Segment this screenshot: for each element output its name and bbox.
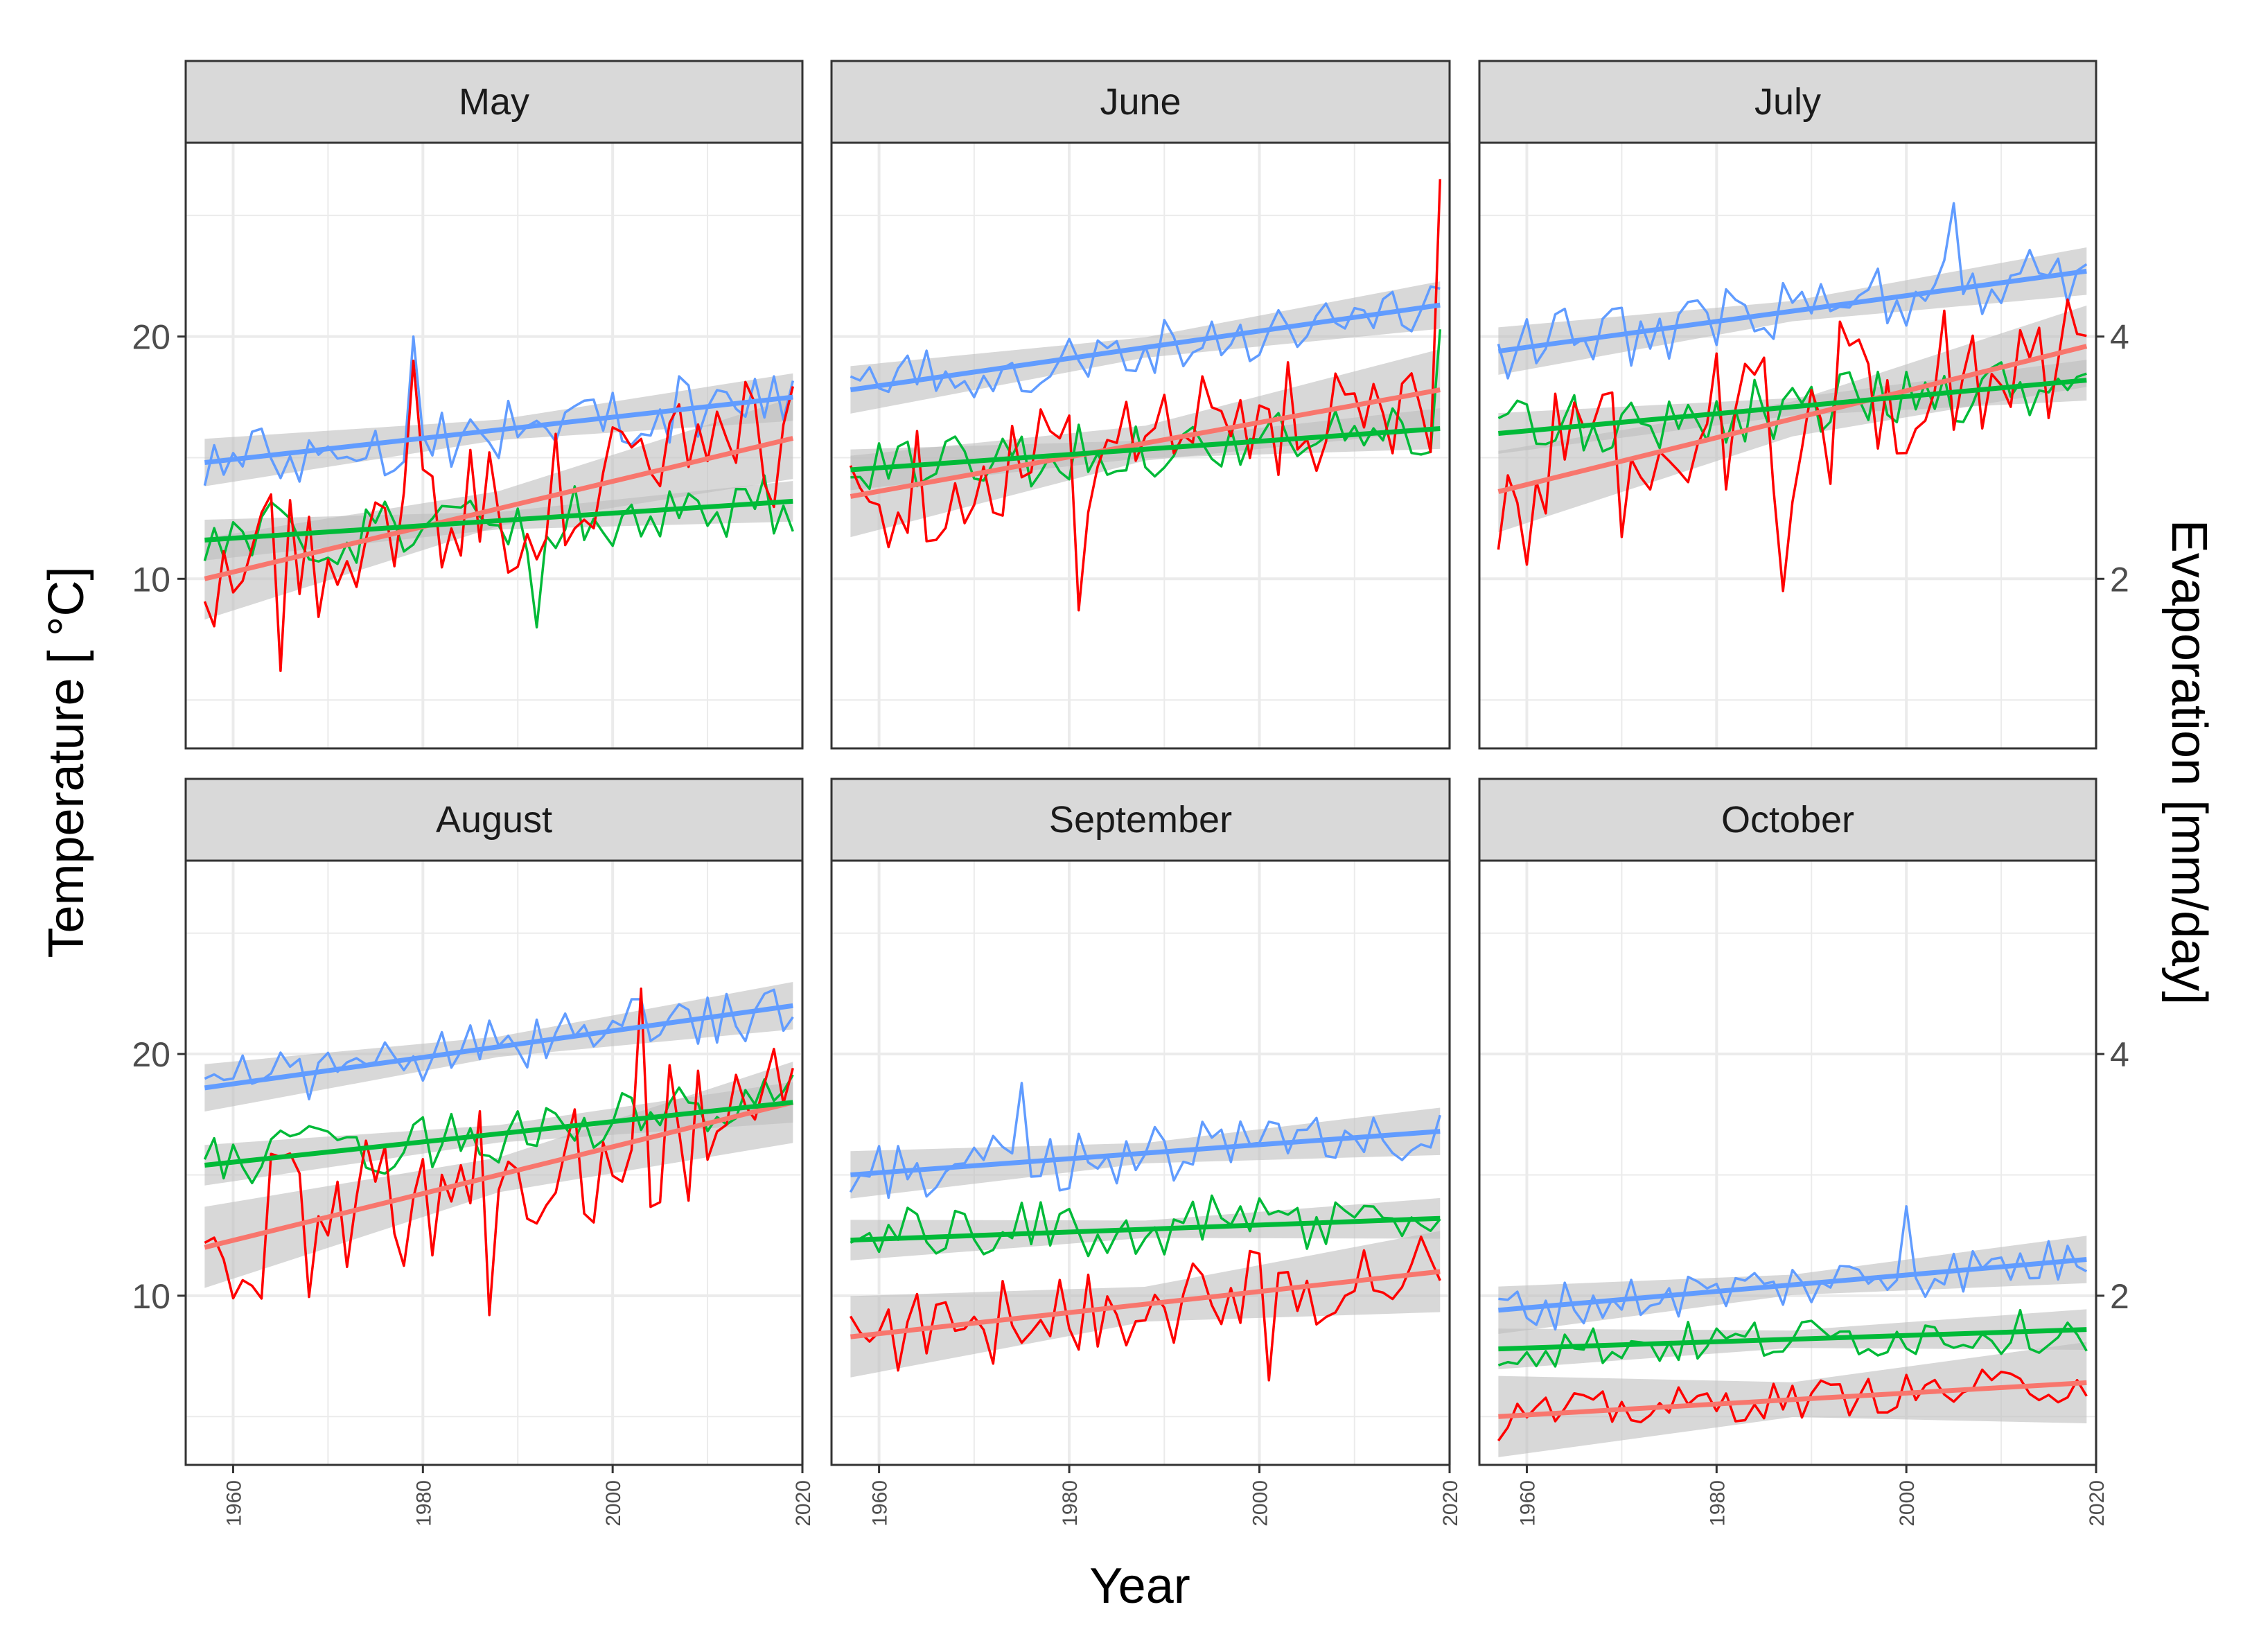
x-tick-label: 2000 (1249, 1480, 1272, 1527)
facet-strip (830, 60, 1451, 144)
series-line-red (849, 179, 1442, 612)
series-line-red (849, 1236, 1441, 1382)
panel-data (203, 982, 794, 1317)
series-line-green (850, 329, 1442, 491)
panel-border (1478, 859, 2097, 1466)
y-tick-label-left: 10 (132, 560, 170, 599)
y-tick-label-right: 4 (2110, 1035, 2129, 1074)
trend-line-blue (850, 302, 1441, 393)
y-tick-label-left: 10 (132, 1277, 170, 1316)
trend-line-red (850, 1269, 1441, 1339)
panel-july: July 2 4 (1478, 60, 2129, 750)
trend-line-red (204, 1100, 794, 1250)
y-axis-title-right: Evaporation [mm/day] (2161, 520, 2217, 1005)
trend-line-green (850, 426, 1441, 473)
facet-strip (1478, 777, 2097, 862)
trend-line-green (1498, 1327, 2087, 1352)
trend-line-red (204, 436, 794, 581)
x-tick-label: 1980 (1059, 1480, 1082, 1527)
series-line-red (1497, 1368, 2088, 1442)
x-axis-title: Year (1089, 1558, 1190, 1614)
trend-line-red (1497, 344, 2088, 494)
trend-line-blue (1498, 1257, 2087, 1313)
facet-title: August (436, 799, 552, 841)
trend-line-blue (204, 394, 793, 465)
panel-border (830, 859, 1451, 1466)
trend-line-blue (204, 1003, 793, 1091)
panel-data (1497, 1205, 2088, 1457)
panel-border (830, 141, 1451, 750)
trend-line-green (204, 1100, 793, 1168)
facet-title: September (1049, 799, 1232, 841)
y-tick-label-right: 2 (2110, 1277, 2129, 1316)
panel-data (849, 1082, 1441, 1382)
y-tick-label-left: 20 (132, 318, 170, 357)
x-tick-label: 1960 (1516, 1480, 1539, 1527)
series-line-blue (1497, 202, 2088, 380)
panel-data (1497, 202, 2088, 592)
x-tick-label: 1980 (1706, 1480, 1729, 1527)
panel-june: June (830, 60, 1451, 750)
trend-line-red (850, 387, 1441, 499)
panel-border (184, 859, 804, 1466)
trend-line-green (850, 1215, 1441, 1243)
y-tick-label-right: 2 (2110, 560, 2129, 599)
facet-title: July (1754, 81, 1821, 123)
panel-october: October 2 4 1960 1980 2000 2020 (1478, 777, 2129, 1527)
series-line-red (203, 359, 794, 672)
y-tick-label-right: 4 (2110, 318, 2129, 357)
series-line-blue (203, 335, 795, 486)
trend-line-green (204, 498, 793, 543)
panel-border (1478, 141, 2097, 750)
x-tick-label: 2000 (602, 1480, 625, 1527)
facet-title: June (1100, 81, 1181, 123)
facet-strip (184, 60, 804, 144)
x-tick-label: 2020 (2086, 1480, 2109, 1527)
trend-line-red (1498, 1380, 2087, 1419)
facet-title: October (1721, 799, 1854, 841)
x-tick-label: 1960 (222, 1480, 245, 1527)
x-tick-label: 2020 (792, 1480, 815, 1527)
panel-data (203, 335, 795, 672)
trend-line-green (1498, 378, 2087, 437)
x-tick-label: 1980 (412, 1480, 435, 1527)
facet-strip (1478, 60, 2097, 144)
x-tick-label: 2000 (1896, 1480, 1919, 1527)
trend-line-blue (1497, 268, 2087, 354)
panel-august: August 10 20 1960 1980 2000 2020 (132, 777, 815, 1527)
facet-strip (184, 777, 804, 862)
x-tick-label: 2020 (1439, 1480, 1462, 1527)
y-axis-title-left: Temperature [ °C] (39, 567, 94, 958)
facet-title: May (459, 81, 529, 123)
series-line-red (1497, 298, 2087, 592)
panel-may: May 10 20 (132, 60, 804, 750)
facet-strip (830, 777, 1451, 862)
x-tick-label: 1960 (869, 1480, 892, 1527)
y-tick-label-left: 20 (132, 1035, 170, 1074)
series-line-green (203, 474, 794, 629)
panel-data (849, 179, 1442, 612)
panel-september: September 1960 1980 2000 2020 (830, 777, 1462, 1527)
trend-line-blue (850, 1129, 1441, 1177)
panel-border (184, 141, 804, 750)
